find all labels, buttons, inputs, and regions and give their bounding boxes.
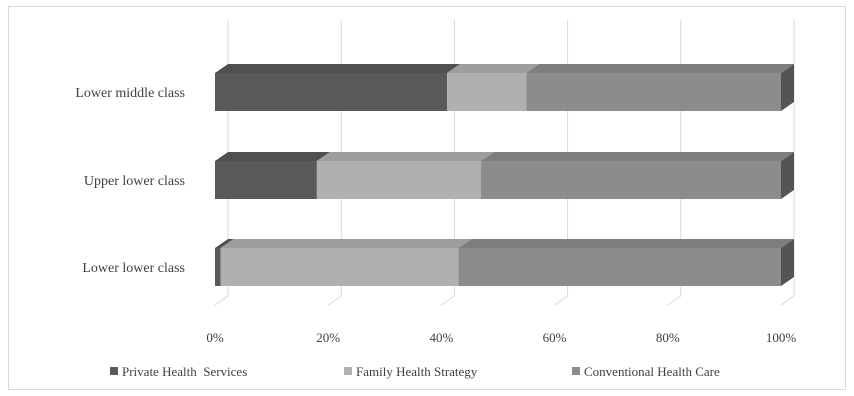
- bar-front-face: [215, 73, 448, 111]
- x-tick-label: 40%: [429, 330, 453, 345]
- gridline-floor: [327, 295, 342, 306]
- x-tick-label: 20%: [316, 330, 340, 345]
- bar-segment: [220, 239, 472, 286]
- bar-segment: [316, 152, 495, 199]
- bar-side-face: [781, 239, 794, 286]
- bar-segment: [215, 64, 461, 111]
- bar-segment: [481, 152, 794, 199]
- x-tick-label: 100%: [766, 330, 797, 345]
- bar-front-face: [458, 248, 781, 286]
- legend-swatch: [110, 367, 118, 375]
- bar-top-face: [481, 152, 794, 161]
- legend-swatch: [572, 367, 580, 375]
- bar-segment: [447, 64, 540, 111]
- bar-front-face: [316, 161, 482, 199]
- bar-top-face: [215, 64, 461, 73]
- bar-segment: [526, 64, 794, 111]
- gridline-floor: [554, 295, 568, 306]
- bar-top-face: [220, 239, 472, 248]
- bar-front-face: [215, 161, 317, 199]
- bar-front-face: [220, 248, 459, 286]
- x-tick-label: 60%: [543, 330, 567, 345]
- bar-segment: [215, 152, 330, 199]
- x-tick-label: 0%: [206, 330, 224, 345]
- gridline-floor: [441, 295, 455, 306]
- bar-top-face: [526, 64, 794, 73]
- legend-label: Conventional Health Care: [584, 364, 720, 379]
- gridline-floor: [780, 295, 795, 306]
- bar-top-face: [215, 152, 330, 161]
- bar-side-face: [781, 152, 794, 199]
- bar-segment: [215, 239, 234, 286]
- legend-label: Private Health Services: [122, 364, 247, 379]
- gridline-floor: [667, 295, 682, 306]
- category-label: Lower lower class: [82, 261, 185, 276]
- bar-front-face: [447, 73, 527, 111]
- bar-top-face: [215, 239, 234, 248]
- legend-label: Family Health Strategy: [356, 364, 478, 379]
- bar-top-face: [316, 152, 495, 161]
- bar-top-face: [458, 239, 794, 248]
- bar-front-face: [215, 248, 221, 286]
- x-tick-label: 80%: [656, 330, 680, 345]
- gridline-floor: [214, 295, 229, 306]
- bar-side-face: [781, 64, 794, 111]
- legend-swatch: [344, 367, 352, 375]
- bar-segment: [458, 239, 794, 286]
- bar-top-face: [447, 64, 540, 73]
- bar-front-face: [481, 161, 781, 199]
- bar-front-face: [526, 73, 781, 111]
- category-label: Lower middle class: [75, 86, 185, 101]
- category-label: Upper lower class: [84, 174, 185, 189]
